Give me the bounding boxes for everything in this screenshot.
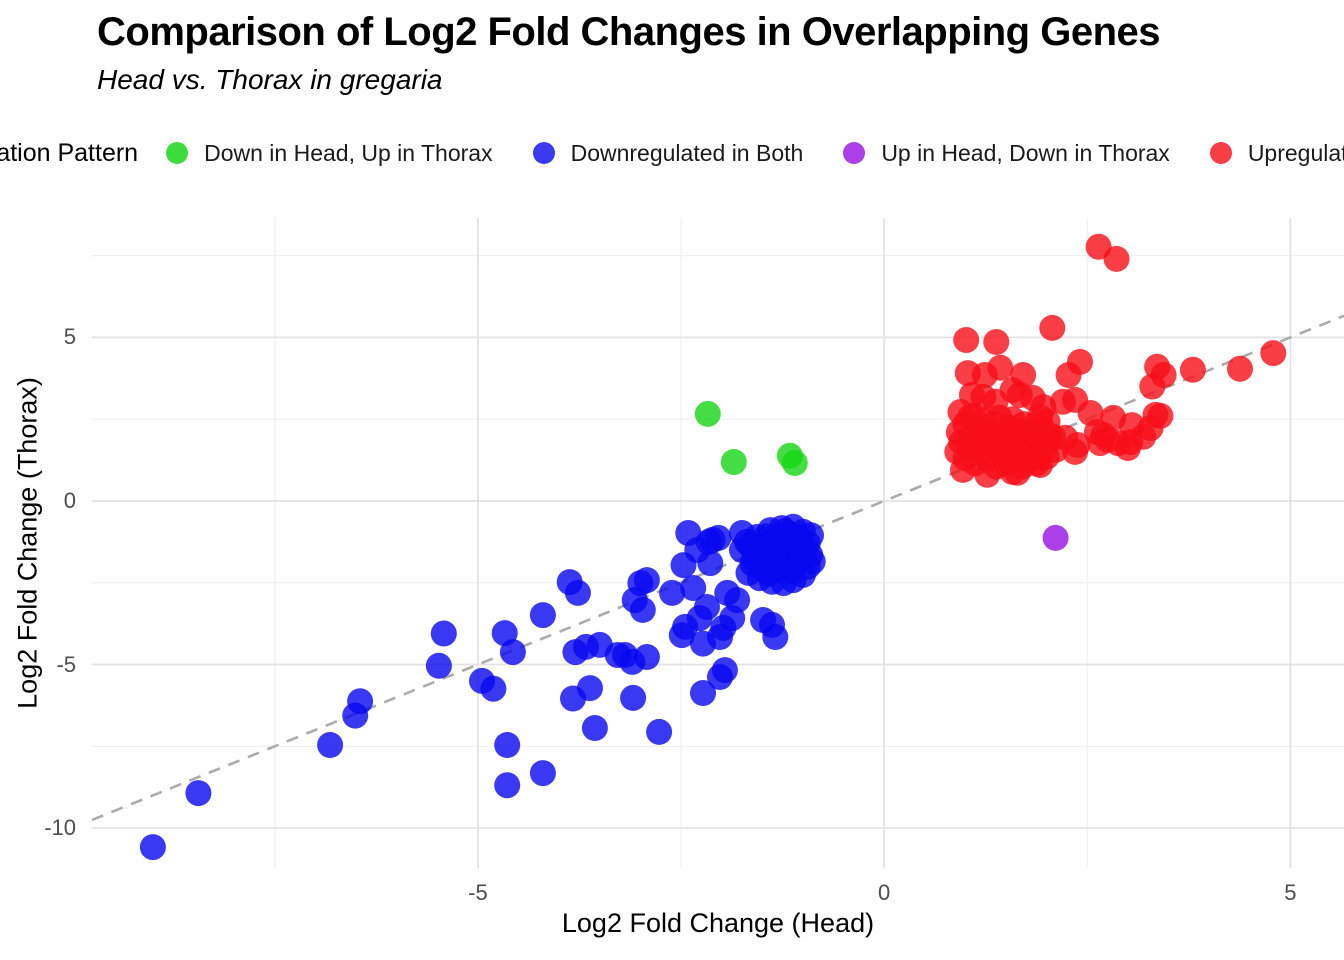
data-point (798, 522, 824, 549)
data-point (620, 684, 647, 711)
data-point (139, 834, 166, 861)
data-point (317, 732, 344, 758)
data-point (646, 718, 673, 745)
legend-item: Down in Head, Up in Thorax (166, 140, 493, 167)
data-point (633, 567, 660, 594)
legend-items: Down in Head, Up in Thorax Downregulated … (166, 140, 1344, 167)
data-point (1103, 245, 1130, 272)
data-point (629, 596, 656, 623)
data-point (694, 400, 721, 427)
data-point (494, 772, 521, 799)
x-axis-title: Log2 Fold Change (Head) (561, 908, 875, 938)
legend-key-dot-icon (843, 142, 866, 164)
data-point (494, 732, 521, 758)
legend-item: Up in Head, Down in Thorax (843, 140, 1170, 167)
legend-key-dot-icon (166, 142, 189, 164)
data-point (1227, 355, 1253, 382)
data-point (1035, 422, 1062, 449)
data-point (1260, 340, 1287, 367)
data-point (1067, 348, 1093, 375)
y-tick-label: -5 (56, 651, 76, 677)
data-point (347, 688, 374, 715)
x-tick-label: -5 (468, 880, 488, 905)
data-point (720, 449, 747, 475)
legend-item-label: Downregulated in Both (570, 139, 804, 166)
y-tick-label: 0 (63, 487, 76, 513)
data-point (633, 644, 660, 670)
legend-item: Upregulated in Both (1209, 139, 1344, 167)
data-point (1087, 430, 1114, 457)
legend-item-label: Upregulated in Both (1247, 139, 1344, 166)
data-point (788, 543, 815, 570)
data-point (747, 548, 774, 575)
legend-item: Downregulated in Both (532, 139, 804, 167)
legend-key-dot-icon (532, 142, 555, 164)
x-tick-label: 5 (1284, 880, 1297, 905)
data-point (425, 652, 452, 679)
chart-title: Comparison of Log2 Fold Changes in Overl… (97, 10, 1161, 54)
data-point (1139, 373, 1166, 400)
legend-item-label: Up in Head, Down in Thorax (881, 139, 1170, 166)
data-point (430, 620, 457, 647)
y-tick-label: -10 (44, 815, 76, 841)
data-point (697, 550, 724, 577)
data-point (185, 780, 212, 807)
data-point (762, 624, 789, 650)
data-point (724, 587, 751, 614)
legend: Regulation Pattern Down in Head, Up in T… (0, 136, 1344, 170)
data-point (953, 327, 980, 353)
data-point (1039, 314, 1066, 341)
data-point (480, 675, 507, 702)
data-point (1147, 402, 1174, 429)
legend-item-label: Down in Head, Up in Thorax (204, 139, 493, 166)
data-point (983, 329, 1010, 355)
data-point (1179, 356, 1206, 383)
data-point (581, 715, 608, 741)
data-point (577, 675, 603, 702)
data-point (994, 442, 1021, 469)
data-point (705, 524, 732, 551)
data-point (711, 657, 738, 684)
data-point (499, 639, 526, 666)
data-point (690, 680, 716, 706)
data-point (680, 575, 707, 601)
x-tick-label: 0 (878, 880, 891, 905)
data-point (694, 594, 720, 620)
data-point (1042, 524, 1069, 551)
data-point (987, 354, 1014, 381)
chart-subtitle: Head vs. Thorax in gregaria (97, 64, 443, 95)
data-point (1033, 443, 1060, 470)
data-point (529, 602, 556, 629)
legend-key-dot-icon (1209, 142, 1232, 164)
y-tick-label: 5 (63, 324, 76, 350)
data-point (781, 450, 808, 476)
data-point (1064, 432, 1091, 458)
data-point (659, 579, 686, 606)
legend-title: Regulation Pattern (0, 138, 139, 167)
data-point (529, 760, 556, 787)
data-point (772, 518, 798, 545)
data-point (564, 579, 591, 606)
